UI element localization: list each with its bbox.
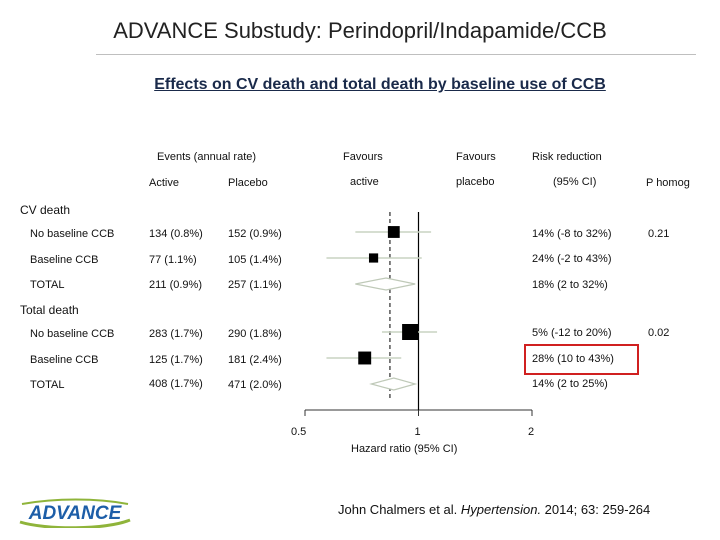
placebo-header: Placebo: [228, 177, 268, 189]
favours-active-header-line1: Favours: [343, 151, 383, 163]
risk-reduction-header: Risk reduction: [532, 151, 602, 163]
row-active-events: 283 (1.7%): [149, 328, 203, 340]
p-homog-header: P homog: [646, 177, 690, 189]
row-risk-reduction: 14% (-8 to 32%): [532, 228, 612, 240]
row-placebo-events: 181 (2.4%): [228, 354, 282, 366]
hazard-ratio-marker: [402, 324, 419, 340]
row-placebo-events: 471 (2.0%): [228, 379, 282, 391]
row-label: Baseline CCB: [30, 254, 99, 266]
pooled-estimate-diamond: [355, 277, 416, 291]
title-divider: [96, 54, 696, 55]
row-label: No baseline CCB: [30, 228, 115, 240]
row-risk-reduction: 5% (-12 to 20%): [532, 327, 612, 339]
row-placebo-events: 257 (1.1%): [228, 279, 282, 291]
favours-active-header-line2: active: [350, 176, 379, 188]
favours-placebo-header-line1: Favours: [456, 151, 496, 163]
favours-placebo-header-line2: placebo: [456, 176, 495, 188]
row-active-events: 408 (1.7%): [149, 378, 203, 390]
hazard-ratio-marker: [387, 226, 400, 238]
row-placebo-events: 152 (0.9%): [228, 228, 282, 240]
highlight-box: [524, 344, 639, 375]
x-axis-title: Hazard ratio (95% CI): [351, 443, 458, 455]
row-placebo-events: 290 (1.8%): [228, 328, 282, 340]
row-label: No baseline CCB: [30, 328, 115, 340]
section-label-total-death: Total death: [20, 303, 79, 317]
section-label-cv-death: CV death: [20, 203, 71, 217]
risk-reduction-ci-header: (95% CI): [553, 176, 597, 188]
row-risk-reduction: 28% (10 to 43%): [532, 353, 614, 365]
row-risk-reduction: 18% (2 to 32%): [532, 279, 608, 291]
x-tick-label: 2: [528, 426, 535, 438]
events-header: Events (annual rate): [157, 151, 257, 163]
logo-text: ADVANCE: [28, 503, 123, 524]
row-placebo-events: 105 (1.4%): [228, 254, 282, 266]
x-tick-label: 0.5: [291, 426, 307, 438]
row-label: TOTAL: [30, 279, 65, 291]
citation: John Chalmers et al. Hypertension. 2014;…: [338, 502, 650, 517]
pooled-estimate-diamond: [369, 377, 418, 391]
row-active-events: 125 (1.7%): [149, 354, 203, 366]
row-risk-reduction: 14% (2 to 25%): [532, 378, 608, 390]
row-label: Baseline CCB: [30, 354, 99, 366]
citation-authors: John Chalmers et al.: [338, 502, 461, 517]
p-homog-cv-death: 0.21: [648, 228, 670, 240]
slide-subtitle: Effects on CV death and total death by b…: [154, 76, 606, 93]
advance-logo: ADVANCE: [19, 498, 131, 528]
row-label: TOTAL: [30, 379, 65, 391]
hazard-ratio-marker: [368, 253, 379, 263]
row-risk-reduction: 24% (-2 to 43%): [532, 253, 612, 265]
row-active-events: 211 (0.9%): [149, 279, 202, 291]
active-header: Active: [149, 177, 179, 189]
row-active-events: 77 (1.1%): [149, 254, 197, 266]
citation-journal: Hypertension.: [460, 502, 542, 517]
x-tick-label: 1: [414, 426, 421, 438]
p-homog-total-death: 0.02: [648, 327, 670, 339]
row-active-events: 134 (0.8%): [149, 228, 203, 240]
citation-volume: 2014; 63: 259-264: [541, 502, 651, 517]
slide-title: ADVANCE Substudy: Perindopril/Indapamide…: [113, 18, 607, 43]
hazard-ratio-marker: [358, 351, 372, 365]
